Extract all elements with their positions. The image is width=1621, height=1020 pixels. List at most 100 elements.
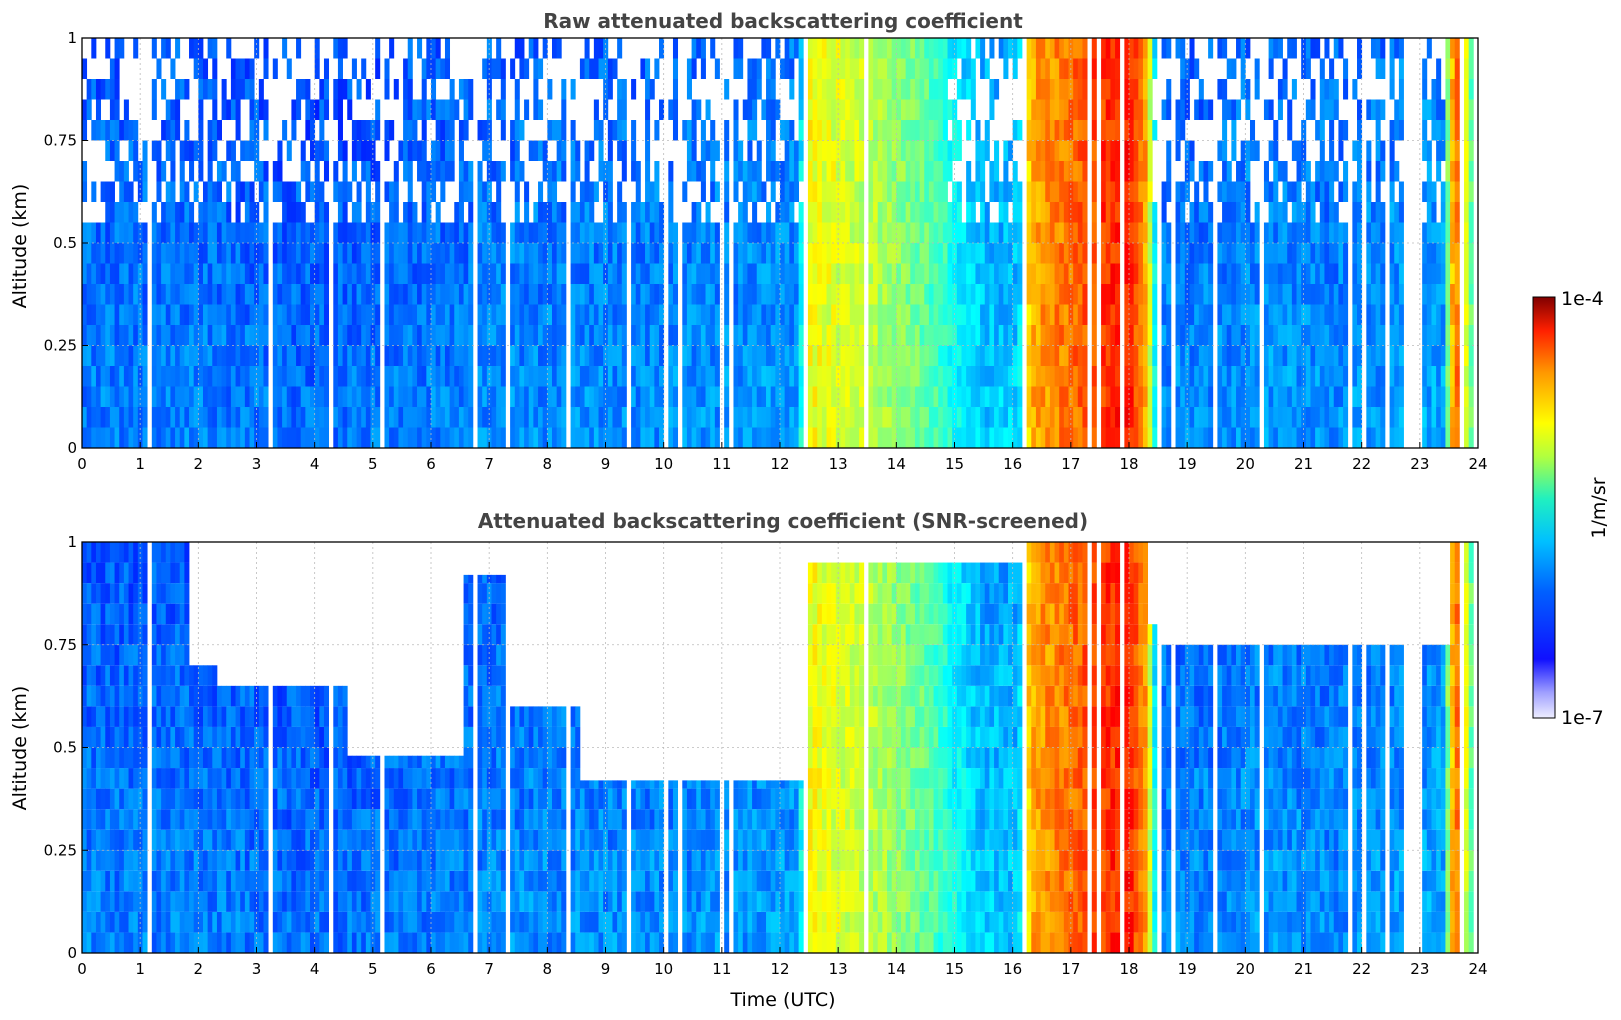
heatmap-cell	[1049, 202, 1055, 223]
heatmap-cell	[1277, 386, 1283, 407]
heatmap-cell	[900, 345, 907, 366]
heatmap-cell	[1077, 366, 1083, 387]
heatmap-cell	[984, 243, 990, 264]
heatmap-cell	[482, 263, 488, 284]
heatmap-cell	[807, 427, 813, 448]
heatmap-cell	[1138, 366, 1144, 387]
heatmap-cell	[1380, 161, 1386, 182]
heatmap-cell	[1357, 181, 1363, 202]
heatmap-cell	[1291, 366, 1297, 387]
heatmap-cell	[226, 304, 232, 325]
heatmap-cell	[524, 366, 530, 387]
heatmap-cell	[1319, 304, 1325, 325]
heatmap-cell	[724, 181, 730, 202]
heatmap-cell	[193, 58, 199, 79]
heatmap-cell	[300, 345, 306, 366]
heatmap-cell	[859, 120, 865, 141]
heatmap-cell	[468, 222, 474, 243]
heatmap-cell	[421, 243, 427, 264]
heatmap-cell	[142, 542, 148, 563]
heatmap-cell	[1194, 99, 1200, 120]
heatmap-cell	[91, 243, 97, 264]
heatmap-cell	[254, 427, 260, 448]
heatmap-cell	[1175, 386, 1181, 407]
heatmap-cell	[86, 706, 92, 727]
heatmap-cell	[1464, 304, 1470, 325]
heatmap-cell	[807, 325, 813, 346]
heatmap-cell	[1180, 345, 1186, 366]
heatmap-cell	[128, 685, 134, 707]
heatmap-cell	[1026, 161, 1032, 182]
heatmap-cell	[123, 583, 129, 604]
heatmap-cell	[165, 366, 171, 387]
heatmap-cell	[575, 407, 581, 428]
heatmap-cell	[956, 325, 962, 346]
heatmap-cell	[249, 427, 255, 448]
heatmap-cell	[170, 263, 176, 284]
heatmap-cell	[989, 325, 995, 346]
heatmap-cell	[514, 304, 520, 325]
heatmap-cell	[1301, 202, 1307, 223]
heatmap-cell	[221, 407, 227, 428]
heatmap-cell	[1091, 58, 1097, 79]
heatmap-cell	[952, 386, 958, 407]
heatmap-cell	[924, 366, 930, 387]
heatmap-cell	[137, 407, 143, 428]
heatmap-cell	[747, 99, 753, 120]
heatmap-cell	[1026, 79, 1032, 100]
heatmap-cell	[198, 345, 204, 366]
heatmap-cell	[421, 120, 427, 141]
heatmap-cell	[91, 222, 97, 243]
heatmap-cell	[1166, 38, 1172, 59]
heatmap-cell	[1357, 325, 1363, 346]
heatmap-cell	[235, 79, 241, 100]
heatmap-cell	[686, 386, 692, 407]
heatmap-cell	[1296, 407, 1302, 428]
heatmap-cell	[989, 99, 995, 120]
heatmap-cell	[1068, 202, 1074, 223]
heatmap-cell	[1147, 202, 1153, 223]
heatmap-cell	[686, 284, 692, 305]
heatmap-cell	[933, 202, 939, 223]
heatmap-cell	[1389, 427, 1395, 448]
heatmap-cell	[170, 202, 176, 223]
heatmap-cell	[914, 38, 920, 59]
heatmap-cell	[705, 263, 711, 284]
heatmap-cell	[514, 284, 520, 305]
heatmap-cell	[1045, 263, 1051, 284]
heatmap-cell	[431, 325, 437, 346]
heatmap-cell	[1003, 222, 1009, 243]
heatmap-cell	[305, 181, 311, 202]
heatmap-cell	[137, 685, 143, 707]
heatmap-cell	[1175, 222, 1181, 243]
heatmap-cell	[1375, 263, 1381, 284]
heatmap-cell	[1277, 284, 1283, 305]
heatmap-cell	[1263, 263, 1269, 284]
heatmap-cell	[1436, 120, 1442, 141]
heatmap-cell	[1287, 38, 1293, 59]
heatmap-cell	[151, 644, 157, 666]
heatmap-cell	[528, 243, 534, 264]
heatmap-cell	[1054, 263, 1060, 284]
heatmap-cell	[151, 911, 157, 933]
heatmap-cell	[1426, 181, 1432, 202]
heatmap-cell	[1063, 304, 1069, 325]
heatmap-cell	[486, 325, 492, 346]
heatmap-cell	[277, 140, 283, 161]
heatmap-cell	[533, 38, 539, 59]
heatmap-cell	[1105, 58, 1111, 79]
heatmap-cell	[393, 243, 399, 264]
heatmap-cell	[868, 386, 874, 407]
heatmap-cell	[1142, 407, 1149, 428]
heatmap-cell	[444, 345, 451, 366]
heatmap-cell	[123, 263, 129, 284]
heatmap-cell	[1142, 427, 1149, 448]
heatmap-cell	[1352, 243, 1358, 264]
heatmap-cell	[1319, 120, 1325, 141]
heatmap-cell	[1110, 58, 1116, 79]
heatmap-cell	[840, 161, 846, 182]
heatmap-cell	[444, 325, 451, 346]
heatmap-cell	[500, 161, 506, 182]
heatmap-cell	[887, 222, 893, 243]
heatmap-cell	[584, 58, 590, 79]
